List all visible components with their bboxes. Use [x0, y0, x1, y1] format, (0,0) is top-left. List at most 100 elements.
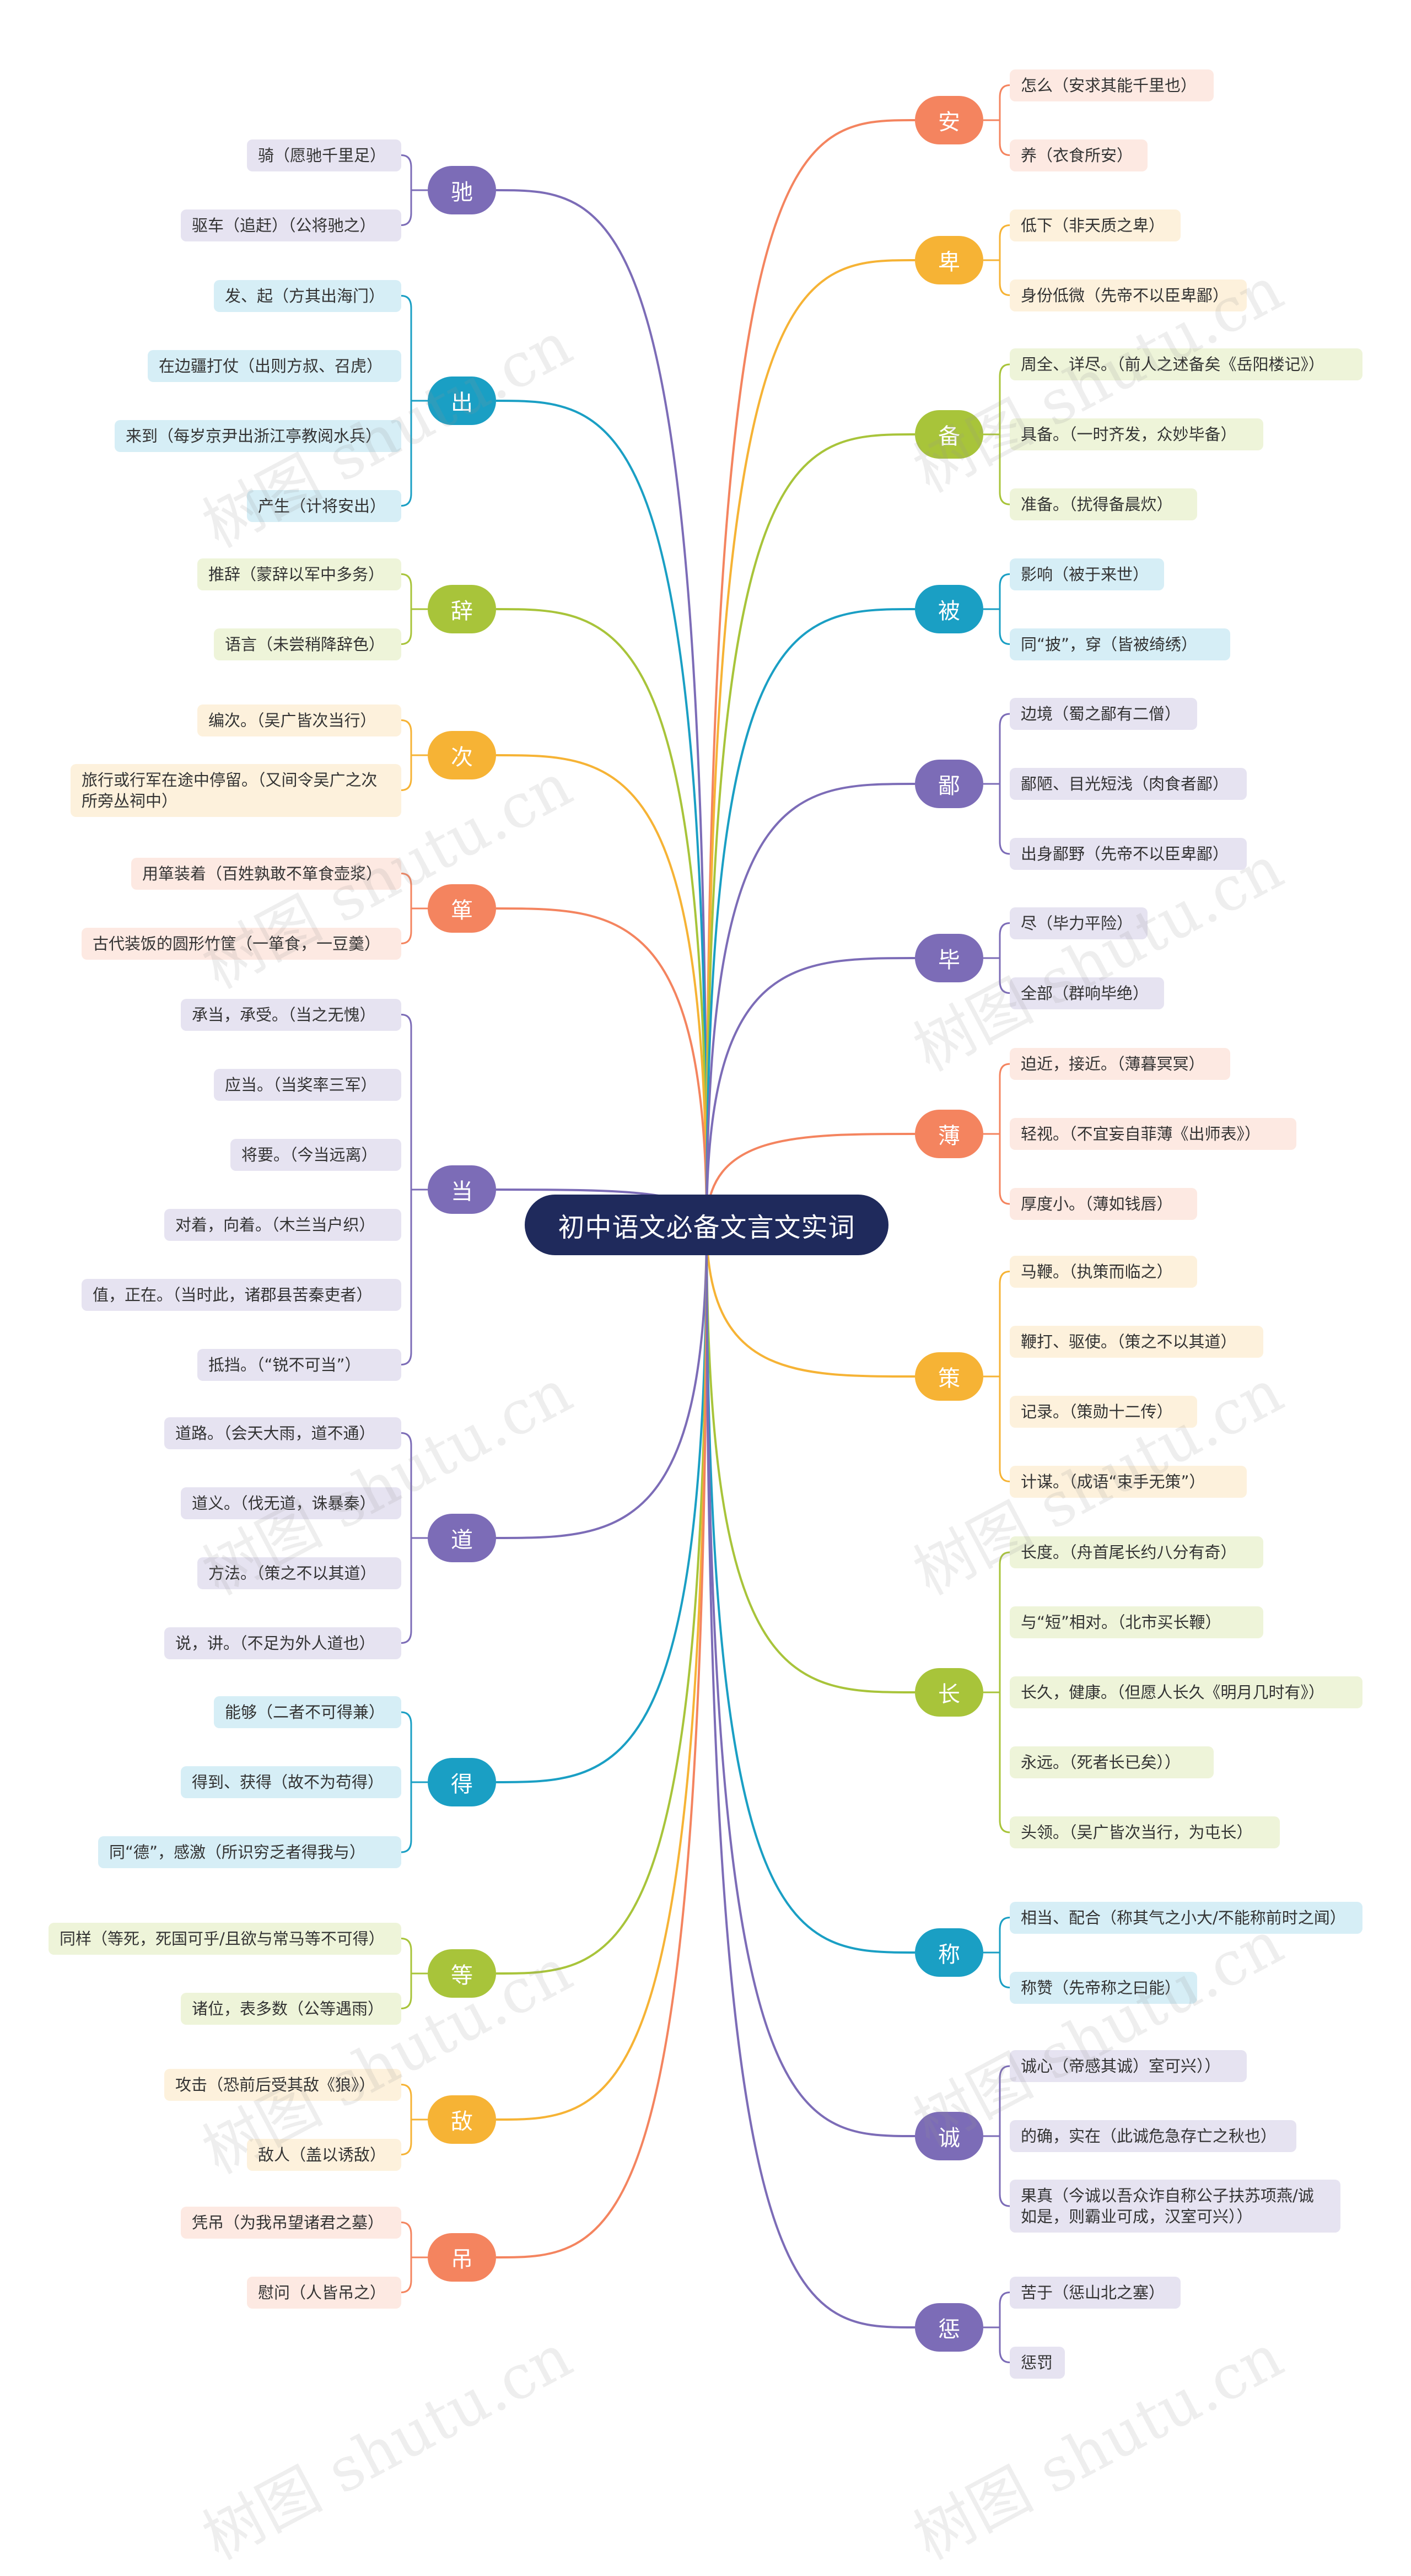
leaf-topic[interactable]: 惩罚: [1010, 2346, 1065, 2379]
leaf-topic[interactable]: 长久，健康。（但愿人长久《明月几时有》）: [1010, 1676, 1362, 1708]
branch-topic[interactable]: 驰: [428, 166, 496, 214]
leaf-topic[interactable]: 永远。（死者长已矣））: [1010, 1746, 1214, 1778]
leaf-topic[interactable]: 对着，向着。（木兰当户织）: [164, 1208, 401, 1241]
leaf-topic[interactable]: 推辞（蒙辞以军中多务）: [197, 558, 401, 590]
connector: [999, 224, 1010, 296]
leaf-topic[interactable]: 旅行或行军在途中停留。（又间令吴广之次所旁丛祠中）: [71, 763, 401, 817]
leaf-topic[interactable]: 怎么（安求其能千里也）: [1010, 69, 1214, 101]
leaf-topic[interactable]: 能够（二者不可得兼）: [214, 1696, 401, 1728]
leaf-topic[interactable]: 同样（等死，死国可乎/且欲与常马等不可得）: [49, 1922, 401, 1955]
leaf-topic[interactable]: 养（衣食所安）: [1010, 139, 1148, 171]
leaf-topic[interactable]: 边境（蜀之鄙有二僧）: [1010, 698, 1197, 730]
connector: [706, 608, 915, 1225]
branch-topic[interactable]: 安: [915, 96, 983, 144]
connector: [496, 189, 708, 1225]
branch-topic[interactable]: 诚: [915, 2112, 983, 2160]
leaf-topic[interactable]: 同“披”，穿（皆被绮绣）: [1010, 628, 1230, 660]
connector: [706, 433, 915, 1225]
connector: [401, 1711, 412, 1853]
leaf-topic[interactable]: 道义。（伐无道，诛暴秦）: [181, 1487, 401, 1519]
branch-topic[interactable]: 敌: [428, 2095, 496, 2144]
branch-topic[interactable]: 策: [915, 1352, 983, 1401]
leaf-topic[interactable]: 编次。（吴广皆次当行）: [197, 704, 401, 736]
leaf-topic[interactable]: 值，正在。（当时此，诸郡县苦秦吏者）: [82, 1278, 401, 1311]
leaf-topic[interactable]: 发、起（方其出海门）: [214, 279, 401, 312]
leaf-topic[interactable]: 凭吊（为我吊望诸君之墓）: [181, 2206, 401, 2239]
branch-topic[interactable]: 道: [428, 1514, 496, 1562]
leaf-topic[interactable]: 诚心（帝感其诚）室可兴））: [1010, 2050, 1247, 2082]
leaf-topic[interactable]: 骑（愿驰千里足）: [247, 139, 401, 171]
leaf-topic[interactable]: 称赞（先帝称之曰能）: [1010, 1971, 1197, 2004]
leaf-topic[interactable]: 果真（今诚以吾众诈自称公子扶苏项燕/诚如是，则霸业可成，汉室可兴））: [1010, 2180, 1340, 2233]
leaf-topic[interactable]: 诸位，表多数（公等遇雨）: [181, 1992, 401, 2025]
leaf-topic[interactable]: 厚度小。（薄如钱唇）: [1010, 1188, 1197, 1220]
leaf-topic[interactable]: 的确，实在（此诚危急存亡之秋也）: [1010, 2120, 1296, 2152]
leaf-topic[interactable]: 具备。（一时齐发，众妙毕备）: [1010, 418, 1263, 450]
leaf-topic[interactable]: 同“德”，感激（所识穷乏者得我与）: [98, 1836, 401, 1868]
leaf-topic[interactable]: 抵挡。（“锐不可当”）: [197, 1348, 401, 1381]
leaf-topic[interactable]: 鄙陋、目光短浅（肉食者鄙）: [1010, 768, 1247, 800]
leaf-topic[interactable]: 方法。（策之不以其道）: [197, 1557, 401, 1589]
leaf-topic[interactable]: 来到（每岁京尹出浙江亭教阅水兵）: [115, 420, 401, 452]
leaf-topic[interactable]: 语言（未尝稍降辞色）: [214, 628, 401, 660]
leaf-topic[interactable]: 轻视。（不宜妄自菲薄《出师表》）: [1010, 1118, 1296, 1150]
branch-topic[interactable]: 惩: [915, 2303, 983, 2352]
connector: [999, 2065, 1010, 2207]
leaf-topic[interactable]: 得到、获得（故不为苟得）: [181, 1766, 401, 1798]
connector: [999, 1271, 1010, 1482]
leaf-topic[interactable]: 攻击（恐前后受其敌《狼》）: [164, 2068, 401, 2101]
branch-topic[interactable]: 等: [428, 1949, 496, 1998]
connector: [401, 873, 412, 944]
leaf-topic[interactable]: 古代装饭的圆形竹筐（一箪食，一豆羹）: [82, 927, 401, 960]
leaf-topic[interactable]: 记录。（策勋十二传）: [1010, 1395, 1197, 1428]
leaf-topic[interactable]: 影响（被于来世）: [1010, 558, 1164, 590]
leaf-topic[interactable]: 尽（毕力平险）: [1010, 907, 1148, 939]
branch-topic[interactable]: 卑: [915, 236, 983, 284]
leaf-topic[interactable]: 出身鄙野（先帝不以臣卑鄙）: [1010, 838, 1247, 870]
connector: [496, 1224, 708, 2121]
branch-topic[interactable]: 称: [915, 1928, 983, 1977]
branch-topic[interactable]: 薄: [915, 1110, 983, 1158]
leaf-topic[interactable]: 头领。（吴广皆次当行，为屯长）: [1010, 1816, 1280, 1848]
leaf-topic[interactable]: 用箪装着（百姓孰敢不箪食壶浆）: [131, 857, 401, 890]
connector: [496, 1224, 708, 1539]
branch-topic[interactable]: 毕: [915, 934, 983, 982]
leaf-topic[interactable]: 与“短”相对。（北市买长鞭）: [1010, 1606, 1263, 1638]
branch-topic[interactable]: 得: [428, 1758, 496, 1806]
leaf-topic[interactable]: 敌人（盖以诱敌）: [247, 2138, 401, 2171]
leaf-topic[interactable]: 承当，承受。（当之无愧）: [181, 998, 401, 1031]
leaf-topic[interactable]: 驱车（追赶）（公将驰之）: [181, 209, 401, 241]
leaf-topic[interactable]: 计谋。（成语“束手无策”）: [1010, 1465, 1247, 1498]
branch-topic[interactable]: 长: [915, 1668, 983, 1717]
leaf-topic[interactable]: 全部（群响毕绝）: [1010, 977, 1164, 1009]
branch-topic[interactable]: 出: [428, 377, 496, 425]
leaf-topic[interactable]: 在边疆打仗（出则方叔、召虎）: [148, 349, 401, 382]
root-topic[interactable]: 初中语文必备文言文实词: [525, 1195, 888, 1255]
branch-topic[interactable]: 被: [915, 585, 983, 633]
leaf-topic[interactable]: 长度。（舟首尾长约八分有奇）: [1010, 1536, 1263, 1568]
branch-topic[interactable]: 箪: [428, 884, 496, 933]
leaf-topic[interactable]: 迫近，接近。（薄暮冥冥）: [1010, 1048, 1230, 1080]
leaf-topic[interactable]: 周全、详尽。（前人之述备矣《岳阳楼记》）: [1010, 348, 1362, 380]
branch-topic[interactable]: 吊: [428, 2233, 496, 2282]
branch-topic[interactable]: 鄙: [915, 760, 983, 808]
leaf-topic[interactable]: 说，讲。（不足为外人道也）: [164, 1627, 401, 1659]
leaf-topic[interactable]: 苦于（惩山北之塞）: [1010, 2276, 1181, 2309]
leaf-topic[interactable]: 慰问（人皆吊之）: [247, 2276, 401, 2309]
leaf-topic[interactable]: 低下（非天质之卑）: [1010, 209, 1181, 241]
connector: [999, 713, 1010, 855]
leaf-topic[interactable]: 相当、配合（称其气之小大/不能称前时之闻）: [1010, 1901, 1362, 1934]
leaf-topic[interactable]: 身份低微（先帝不以臣卑鄙）: [1010, 279, 1247, 311]
leaf-topic[interactable]: 将要。（今当远离）: [230, 1138, 401, 1171]
leaf-topic[interactable]: 鞭打、驱使。（策之不以其道）: [1010, 1325, 1263, 1358]
branch-topic[interactable]: 备: [915, 410, 983, 459]
leaf-topic[interactable]: 产生（计将安出）: [247, 490, 401, 522]
leaf-topic[interactable]: 准备。（扰得备晨炊）: [1010, 488, 1197, 520]
leaf-topic[interactable]: 应当。（当奖率三军）: [214, 1068, 401, 1101]
leaf-topic[interactable]: 马鞭。（执策而临之）: [1010, 1255, 1197, 1288]
connector: [999, 1551, 1010, 1833]
branch-topic[interactable]: 当: [428, 1165, 496, 1214]
branch-topic[interactable]: 次: [428, 731, 496, 779]
branch-topic[interactable]: 辞: [428, 585, 496, 633]
leaf-topic[interactable]: 道路。（会天大雨，道不通）: [164, 1417, 401, 1449]
